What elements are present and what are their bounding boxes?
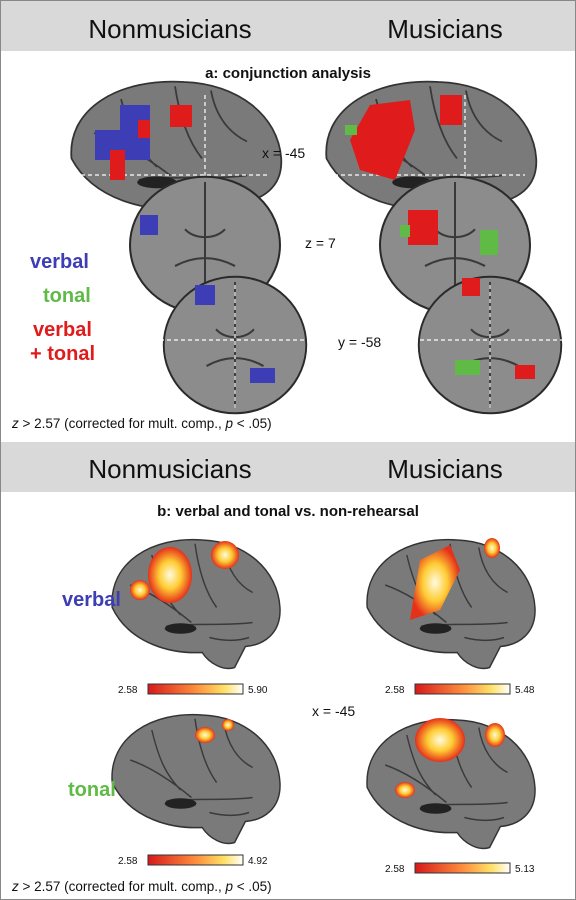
slice-label: x = -45 [312, 703, 355, 719]
slice-label: z = 7 [305, 235, 336, 251]
footnote: z > 2.57 (corrected for mult. comp., p <… [11, 416, 272, 431]
column-header: Musicians [387, 454, 503, 484]
legend-tonal: tonal [43, 285, 91, 307]
column-header: Nonmusicians [88, 14, 251, 44]
colorbar-max: 5.13 [515, 864, 535, 875]
colorbar-min: 2.58 [385, 685, 405, 696]
colorbar-max: 5.90 [248, 685, 268, 696]
colorbar-min: 2.58 [385, 864, 405, 875]
row-label: tonal [68, 779, 116, 801]
legend-verbal: verbal [30, 251, 89, 273]
slice-label: y = -58 [338, 334, 381, 350]
row-label: verbal [62, 589, 121, 611]
figure: Nonmusicians Musicians a: conjunction an… [0, 0, 576, 900]
slice-label: x = -45 [262, 145, 305, 161]
column-header: Musicians [387, 14, 503, 44]
column-header: Nonmusicians [88, 454, 251, 484]
legend-both: + tonal [30, 343, 95, 365]
legend-both: verbal [33, 319, 92, 341]
colorbar-max: 5.48 [515, 685, 535, 696]
colorbar-min: 2.58 [118, 685, 138, 696]
colorbar-min: 2.58 [118, 856, 138, 867]
panel-title: a: conjunction analysis [205, 65, 371, 82]
footnote: z > 2.57 (corrected for mult. comp., p <… [11, 879, 272, 894]
panel-title: b: verbal and tonal vs. non-rehearsal [157, 503, 419, 520]
colorbar-max: 4.92 [248, 856, 268, 867]
